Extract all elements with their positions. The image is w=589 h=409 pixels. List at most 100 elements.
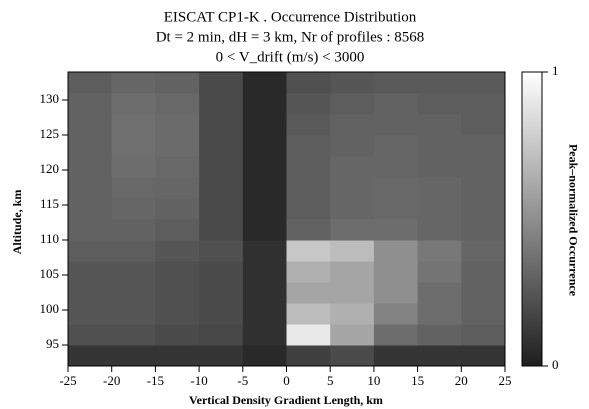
heatmap-cell <box>286 324 331 346</box>
x-tick-label: -10 <box>190 373 207 388</box>
heatmap-cell <box>68 324 113 346</box>
heatmap-cell <box>461 261 506 283</box>
heatmap-cell <box>111 198 156 220</box>
heatmap-cell <box>286 282 331 304</box>
heatmap-cell <box>155 219 200 241</box>
heatmap-cell <box>111 93 156 115</box>
heatmap-cell <box>199 135 244 157</box>
heatmap-cell <box>242 240 287 262</box>
heatmap-cell <box>155 282 200 304</box>
heatmap-cell <box>242 135 287 157</box>
heatmap-cell <box>417 261 462 283</box>
heatmap-cell <box>242 177 287 199</box>
heatmap-cell <box>330 345 375 367</box>
heatmap-cell <box>330 135 375 157</box>
heatmap-cell <box>155 303 200 325</box>
heatmap-cell <box>111 177 156 199</box>
heatmap-cell <box>242 72 287 94</box>
heatmap-cell <box>242 324 287 346</box>
heatmap-cell <box>286 72 331 94</box>
y-tick-label: 95 <box>46 336 59 351</box>
heatmap-cell <box>417 282 462 304</box>
heatmap-cell <box>417 303 462 325</box>
heatmap-cell <box>155 177 200 199</box>
colorbar <box>521 71 543 367</box>
heatmap-cell <box>461 177 506 199</box>
heatmap-cell <box>155 156 200 178</box>
heatmap-cell <box>373 93 419 115</box>
heatmap-cell <box>417 345 462 367</box>
heatmap-cell <box>461 303 506 325</box>
heatmap-cell <box>330 93 375 115</box>
heatmap-cell <box>417 240 462 262</box>
heatmap-cell <box>68 198 113 220</box>
heatmap-cell <box>373 282 419 304</box>
heatmap-cell <box>111 135 156 157</box>
heatmap-cell <box>461 219 506 241</box>
x-tick-label: 15 <box>411 373 424 388</box>
heatmap-cell <box>155 324 200 346</box>
heatmap-cell <box>330 72 375 94</box>
heatmap-cell <box>330 177 375 199</box>
heatmap-cell <box>461 240 506 262</box>
y-tick-label: 100 <box>40 301 60 316</box>
heatmap-cell <box>68 135 113 157</box>
heatmap-cell <box>330 303 375 325</box>
heatmap-cell <box>199 156 244 178</box>
heatmap-cell <box>68 114 113 136</box>
y-tick-label: 130 <box>40 91 60 106</box>
heatmap-cell <box>199 240 244 262</box>
heatmap-cell <box>286 219 331 241</box>
x-tick-label: 5 <box>327 373 334 388</box>
heatmap-cell <box>373 72 419 94</box>
x-tick-label: 10 <box>367 373 380 388</box>
heatmap-cell <box>286 156 331 178</box>
heatmap-cell <box>417 72 462 94</box>
heatmap-cell <box>417 219 462 241</box>
heatmap-cell <box>461 114 506 136</box>
heatmap-cell <box>286 135 331 157</box>
heatmap-cell <box>461 156 506 178</box>
y-axis-label: Altitude, km <box>10 190 24 255</box>
x-tick-label: 20 <box>455 373 468 388</box>
y-tick-label: 115 <box>40 196 59 211</box>
heatmap-cell <box>111 261 156 283</box>
heatmap-cell <box>68 93 113 115</box>
heatmap-cell <box>68 177 113 199</box>
heatmap-cell <box>111 303 156 325</box>
heatmap-cell <box>417 93 462 115</box>
heatmap-cell <box>111 114 156 136</box>
heatmap-cell <box>330 219 375 241</box>
heatmap-cell <box>68 72 113 94</box>
heatmap-cell <box>330 282 375 304</box>
heatmap-cell <box>155 93 200 115</box>
title-line: EISCAT CP1-K . Occurrence Distribution <box>164 9 417 25</box>
heatmap-cell <box>242 345 287 367</box>
heatmap-cell <box>286 303 331 325</box>
heatmap-cell <box>286 93 331 115</box>
heatmap-cell <box>286 345 331 367</box>
heatmap-cell <box>461 282 506 304</box>
heatmap-cell <box>155 240 200 262</box>
heatmap-cell <box>286 177 331 199</box>
heatmap-cell <box>330 198 375 220</box>
heatmap-cell <box>417 156 462 178</box>
heatmap-cell <box>111 219 156 241</box>
heatmap-cell <box>330 114 375 136</box>
heatmap-cell <box>68 240 113 262</box>
heatmap-cell <box>286 261 331 283</box>
heatmap-cell <box>373 156 419 178</box>
heatmap-cell <box>111 156 156 178</box>
heatmap-cell <box>155 198 200 220</box>
heatmap-cell <box>68 303 113 325</box>
title-line: 0 < V_drift (m/s) < 3000 <box>216 49 365 65</box>
heatmap-cell <box>199 261 244 283</box>
heatmap-cell <box>330 324 375 346</box>
heatmap-cell <box>417 135 462 157</box>
heatmap-cell <box>199 93 244 115</box>
heatmap-cell <box>199 114 244 136</box>
heatmap-cell <box>417 324 462 346</box>
x-tick-label: -20 <box>103 373 120 388</box>
y-tick-label: 120 <box>40 161 60 176</box>
